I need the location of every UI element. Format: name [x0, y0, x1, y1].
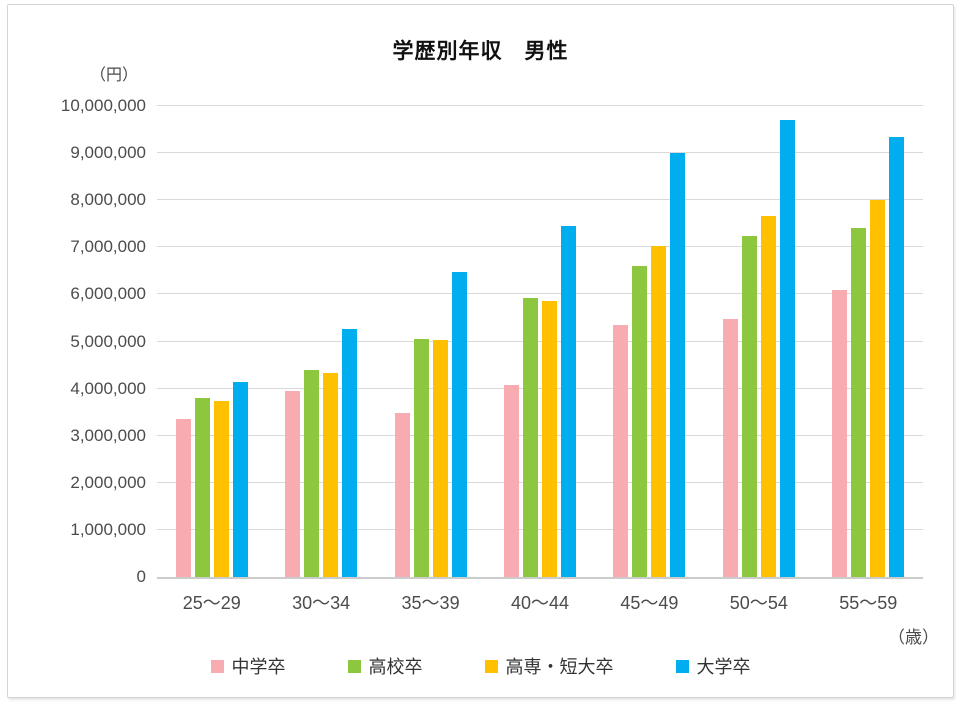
bar-中学卒-55～59: [832, 289, 848, 577]
bar-groups: [157, 106, 923, 577]
legend-label: 高校卒: [368, 657, 423, 677]
bar-高校卒-30～34: [304, 369, 320, 577]
bar-大学卒-35～39: [451, 271, 467, 577]
legend-item-高校卒: 高校卒: [347, 653, 423, 679]
bar-group-50～54: [704, 106, 813, 577]
legend-label: 中学卒: [231, 657, 286, 677]
chart-title: 学歴別年収 男性: [392, 40, 569, 63]
legend-label: 高専・短大卒: [505, 657, 614, 677]
y-tick-label: 6,000,000: [70, 284, 146, 304]
gridline: [157, 340, 923, 342]
y-tick-label: 4,000,000: [70, 378, 146, 398]
bar-group-30～34: [266, 106, 375, 577]
y-tick-label: 10,000,000: [60, 96, 146, 115]
bar-高専・短大卒-35～39: [432, 340, 448, 577]
gridline: [157, 387, 923, 389]
bar-高専・短大卒-25～29: [213, 401, 229, 577]
gridline: [157, 105, 923, 106]
gridline: [157, 293, 923, 295]
bar-高校卒-55～59: [851, 228, 867, 577]
y-tick-label: 8,000,000: [70, 190, 146, 210]
bar-大学卒-30～34: [342, 328, 358, 577]
legend-swatch-icon: [210, 659, 224, 673]
gridline: [157, 481, 923, 483]
bar-大学卒-55～59: [889, 136, 905, 577]
y-tick-label: 7,000,000: [70, 237, 146, 257]
x-tick-label: 30～34: [292, 593, 351, 613]
bar-高専・短大卒-45～49: [651, 245, 667, 577]
legend-swatch-icon: [484, 659, 498, 673]
bar-大学卒-40～44: [560, 226, 576, 577]
bar-大学卒-50～54: [779, 120, 795, 577]
bar-高校卒-50～54: [741, 235, 757, 577]
bar-group-25～29: [157, 106, 266, 577]
gridline: [157, 199, 923, 201]
bar-中学卒-25～29: [175, 419, 191, 577]
bar-中学卒-35～39: [394, 413, 410, 577]
x-tick-label: 45～49: [620, 593, 679, 613]
x-axis-tick-labels: 25～29 30～34 35～39 40～44 45～49 50～54 55～59: [157, 589, 923, 615]
bar-高校卒-40～44: [522, 297, 538, 577]
bar-group-55～59: [814, 106, 923, 577]
legend-swatch-icon: [675, 659, 689, 673]
gridline: [157, 246, 923, 248]
legend-label: 大学卒: [696, 657, 751, 677]
y-axis-unit-label: （円）: [89, 67, 138, 84]
bar-中学卒-30～34: [285, 390, 301, 577]
legend-swatch-icon: [347, 659, 361, 673]
x-tick-label: 35～39: [401, 593, 460, 613]
bar-大学卒-25～29: [232, 381, 248, 577]
bar-group-35～39: [376, 106, 485, 577]
bar-中学卒-40～44: [503, 384, 519, 577]
bar-大学卒-45～49: [670, 153, 686, 577]
legend: 中学卒 高校卒 高専・短大卒 大学卒: [8, 653, 953, 679]
y-tick-label: 9,000,000: [70, 143, 146, 163]
gridline: [157, 434, 923, 436]
legend-item-高専・短大卒: 高専・短大卒: [484, 653, 614, 679]
bar-高校卒-35～39: [413, 339, 429, 577]
x-tick-label: 55～59: [839, 593, 898, 613]
bar-高専・短大卒-30～34: [323, 373, 339, 577]
bar-中学卒-45～49: [613, 325, 629, 577]
legend-item-中学卒: 中学卒: [210, 653, 286, 679]
bar-中学卒-50～54: [722, 318, 738, 577]
y-tick-label: 0: [136, 567, 146, 586]
chart-frame: 学歴別年収 男性 （円） 0 1,000,000 2,000,000 3,000,00…: [7, 4, 954, 698]
y-axis-tick-labels: 0 1,000,000 2,000,000 3,000,000 4,000,000 5,0…: [8, 97, 146, 586]
y-tick-label: 3,000,000: [70, 425, 146, 445]
y-tick-label: 1,000,000: [70, 519, 146, 539]
bar-高校卒-45～49: [632, 266, 648, 577]
legend-item-大学卒: 大学卒: [675, 653, 751, 679]
gridline: [157, 152, 923, 154]
x-axis-unit-label: （歳）: [888, 628, 939, 647]
y-tick-label: 5,000,000: [70, 331, 146, 351]
x-tick-label: 50～54: [729, 593, 788, 613]
x-tick-label: 25～29: [182, 593, 241, 613]
bar-高専・短大卒-40～44: [541, 301, 557, 577]
bar-高専・短大卒-50～54: [760, 215, 776, 577]
gridline: [157, 528, 923, 530]
bar-高専・短大卒-55～59: [870, 200, 886, 577]
bar-group-45～49: [595, 106, 704, 577]
bar-group-40～44: [485, 106, 594, 577]
bar-高校卒-25～29: [194, 398, 210, 577]
plot-area: [157, 105, 923, 579]
x-tick-label: 40～44: [510, 593, 569, 613]
y-tick-label: 2,000,000: [70, 472, 146, 492]
